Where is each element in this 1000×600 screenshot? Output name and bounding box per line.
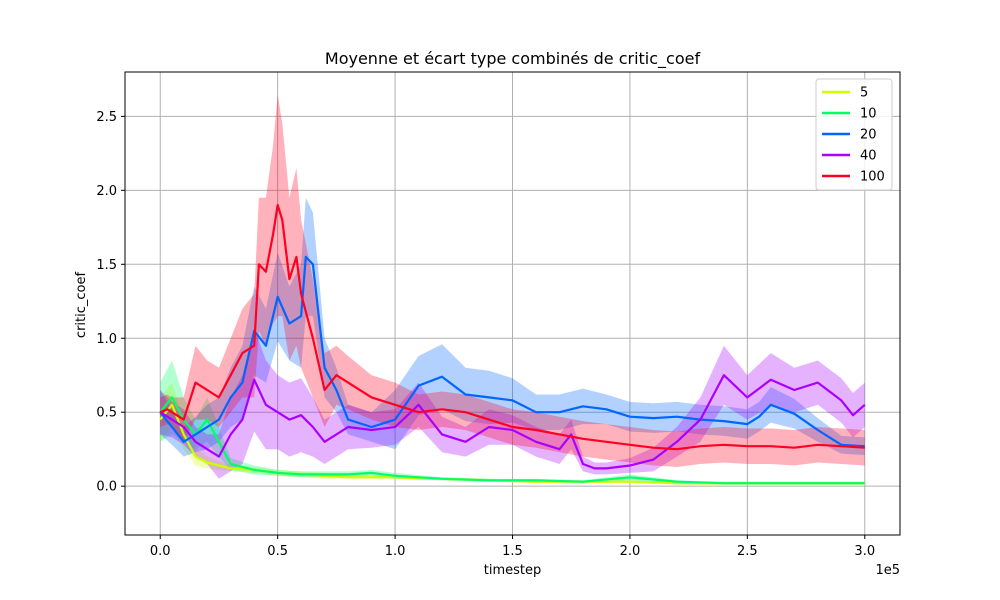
mean-line-series-5 (159, 403, 865, 485)
y-tick-label: 2.5 (96, 110, 117, 125)
x-tick-label: 1.5 (502, 544, 523, 559)
x-tick-label: 2.5 (737, 544, 758, 559)
x-axis-offset-label: 1e5 (875, 563, 900, 578)
y-axis-label: critic_coef (74, 272, 89, 339)
y-tick-label: 0.5 (96, 406, 117, 421)
mean-line-series-10 (159, 396, 865, 485)
chart-title: Moyenne et écart type combinés de critic… (325, 49, 701, 69)
x-tick-label: 1.0 (385, 544, 406, 559)
legend: 5 10 20 40 100 (815, 78, 893, 191)
std-band-series-100 (160, 94, 865, 467)
legend-label-5: 5 (860, 86, 868, 101)
y-tick-label: 2.0 (96, 184, 117, 199)
mean-line-series-20 (159, 255, 865, 448)
legend-label-100: 100 (860, 170, 885, 185)
legend-label-10: 10 (860, 107, 877, 122)
mean-line-series-100 (159, 204, 865, 451)
mean-line-series-40 (159, 374, 866, 470)
legend-box (815, 78, 893, 191)
y-tick-label: 0.0 (96, 480, 117, 495)
x-tick-label: 3.0 (854, 544, 875, 559)
x-axis-label: timestep (484, 563, 542, 578)
axis-ticks: 0.0 0.5 1.0 1.5 2.0 2.5 3.0 0.0 0.5 1.0 1.5 2.0 2.5 (96, 110, 875, 559)
y-tick-label: 1.0 (96, 332, 117, 347)
x-tick-label: 2.0 (620, 544, 641, 559)
x-tick-label: 0.5 (267, 544, 288, 559)
legend-label-40: 40 (860, 149, 877, 164)
legend-label-20: 20 (860, 128, 877, 143)
std-band-series-40 (160, 327, 865, 479)
x-tick-label: 0.0 (150, 544, 171, 559)
grid (125, 72, 900, 535)
series-lines (159, 204, 866, 485)
y-tick-label: 1.5 (96, 258, 117, 273)
